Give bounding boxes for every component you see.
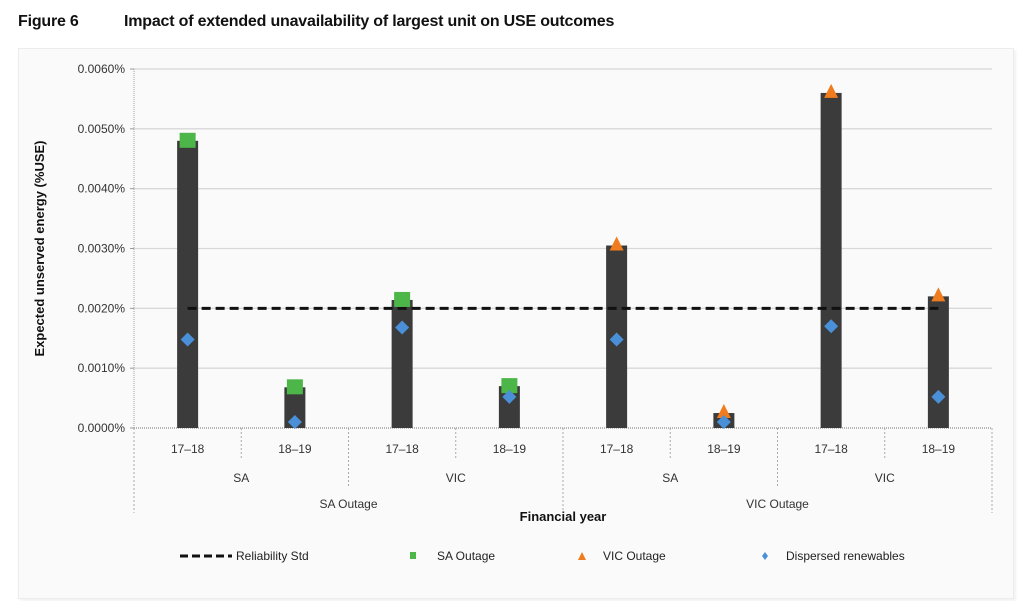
x-year-label: 17–18 — [171, 442, 205, 456]
triangle-point — [824, 83, 839, 98]
diamond-point — [716, 415, 731, 430]
figure-title: Figure 6 Impact of extended unavailabilit… — [18, 13, 614, 31]
labels: 0.0000% 0.0010% 0.0020% 0.0030% 0.0040% 0.005… — [32, 62, 955, 524]
y-axis-title: Expected unserved energy (%USE) — [32, 140, 47, 356]
x-year-label: 18–19 — [922, 442, 956, 456]
square-point — [501, 378, 518, 394]
x-year-label: 17–18 — [385, 442, 419, 456]
legend-item: Dispersed renewables — [762, 549, 905, 563]
bar — [927, 296, 949, 428]
legend-item: Reliability Std — [180, 549, 309, 563]
x-region-label: SA — [662, 471, 678, 485]
legend-item: SA Outage — [410, 549, 495, 563]
y-tick-label: 0.0050% — [78, 122, 126, 136]
square-point — [394, 291, 411, 307]
x-region-label: SA — [233, 471, 249, 485]
diamond-point — [609, 332, 624, 347]
x-scenario-label: SA Outage — [319, 497, 377, 511]
diamond-point — [180, 332, 195, 347]
y-tick-label: 0.0020% — [78, 301, 126, 315]
legend: Reliability Std SA Outage VIC Outage Disper… — [180, 549, 905, 563]
y-tick-label: 0.0010% — [78, 361, 126, 375]
legend-square-icon — [410, 552, 416, 559]
x-year-label: 18–19 — [707, 442, 741, 456]
x-year-label: 18–19 — [493, 442, 527, 456]
y-tick-label: 0.0000% — [78, 421, 126, 435]
x-scenario-label: VIC Outage — [746, 497, 809, 511]
diamond-point — [395, 320, 410, 335]
legend-label: VIC Outage — [603, 549, 666, 563]
diamond-point — [824, 319, 839, 334]
legend-diamond-icon — [762, 552, 768, 560]
y-tick-label: 0.0030% — [78, 242, 126, 256]
bar — [391, 299, 413, 428]
legend-triangle-icon — [578, 552, 586, 560]
square-point — [179, 132, 196, 148]
bar — [820, 92, 842, 428]
triangle-point — [609, 236, 624, 251]
axes — [130, 68, 993, 513]
x-region-label: VIC — [446, 471, 466, 485]
legend-label: SA Outage — [437, 549, 495, 563]
x-year-label: 18–19 — [278, 442, 312, 456]
y-tick-label: 0.0060% — [78, 62, 126, 76]
x-region-label: VIC — [875, 471, 895, 485]
y-tick-label: 0.0040% — [78, 182, 126, 196]
legend-item: VIC Outage — [578, 549, 666, 563]
markers — [179, 83, 946, 430]
figure-number: Figure 6 — [18, 13, 79, 30]
diamond-point — [931, 389, 946, 404]
triangle-point — [716, 404, 731, 419]
square-point — [286, 379, 303, 395]
diamond-point — [287, 415, 302, 430]
diamond-point — [502, 389, 517, 404]
legend-label: Dispersed renewables — [786, 549, 905, 563]
gridlines — [134, 68, 992, 369]
legend-label: Reliability Std — [236, 549, 309, 563]
bars — [177, 92, 949, 429]
x-axis-title: Financial year — [520, 509, 607, 524]
x-year-label: 17–18 — [600, 442, 634, 456]
bar — [284, 387, 306, 428]
x-year-label: 17–18 — [814, 442, 848, 456]
triangle-point — [931, 287, 946, 302]
bar — [177, 140, 199, 429]
figure-caption: Impact of extended unavailability of lar… — [124, 13, 615, 30]
